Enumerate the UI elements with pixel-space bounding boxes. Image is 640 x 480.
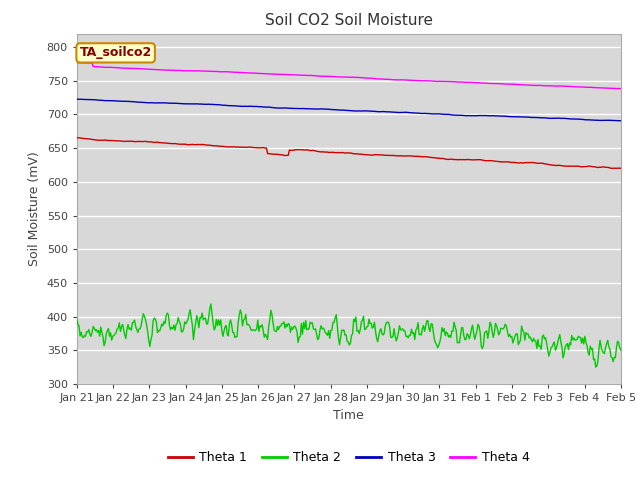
Line: Theta 2: Theta 2 <box>77 304 621 367</box>
Theta 1 <box>519 160 527 166</box>
Theta 4 <box>604 85 612 91</box>
Theta 4 <box>332 74 339 80</box>
X-axis label: Time: Time <box>333 408 364 421</box>
Theta 1 <box>604 165 612 170</box>
Text: TA_soilco2: TA_soilco2 <box>79 47 152 60</box>
Theta 1 <box>332 150 339 156</box>
Theta 1 <box>335 150 342 156</box>
Theta 4 <box>73 60 81 66</box>
Theta 3 <box>616 118 623 124</box>
Theta 4 <box>397 77 404 83</box>
Theta 2 <box>369 325 376 331</box>
Theta 2 <box>207 301 215 307</box>
Theta 2 <box>332 312 340 318</box>
Theta 4 <box>519 82 527 88</box>
Line: Theta 3: Theta 3 <box>77 99 621 121</box>
Legend: Theta 1, Theta 2, Theta 3, Theta 4: Theta 1, Theta 2, Theta 3, Theta 4 <box>163 446 534 469</box>
Theta 3 <box>367 108 375 114</box>
Theta 3 <box>397 109 404 115</box>
Theta 1 <box>73 135 81 141</box>
Theta 4 <box>367 75 375 81</box>
Title: Soil CO2 Soil Moisture: Soil CO2 Soil Moisture <box>265 13 433 28</box>
Theta 2 <box>73 316 81 322</box>
Theta 2 <box>398 327 406 333</box>
Theta 1 <box>397 153 404 158</box>
Theta 3 <box>617 118 625 124</box>
Line: Theta 1: Theta 1 <box>77 138 621 168</box>
Theta 4 <box>617 86 625 92</box>
Theta 2 <box>336 342 344 348</box>
Line: Theta 4: Theta 4 <box>77 63 621 89</box>
Theta 4 <box>335 74 342 80</box>
Y-axis label: Soil Moisture (mV): Soil Moisture (mV) <box>28 151 41 266</box>
Theta 3 <box>335 107 342 113</box>
Theta 2 <box>606 346 614 352</box>
Theta 2 <box>592 364 600 370</box>
Theta 1 <box>367 152 375 158</box>
Theta 3 <box>604 117 612 123</box>
Theta 3 <box>73 96 81 102</box>
Theta 1 <box>617 166 625 171</box>
Theta 3 <box>519 114 527 120</box>
Theta 2 <box>617 348 625 353</box>
Theta 3 <box>332 107 339 113</box>
Theta 2 <box>520 329 527 335</box>
